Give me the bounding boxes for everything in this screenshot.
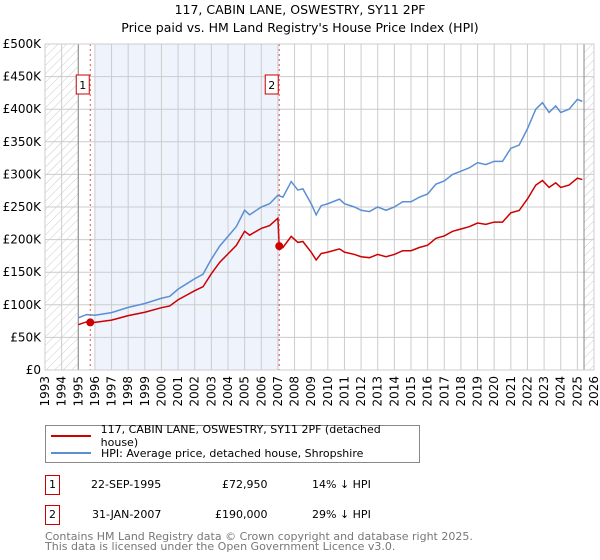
x-tick-label: 2000 — [154, 376, 168, 407]
sale-badge: 2 — [45, 505, 60, 525]
x-tick-label: 2004 — [221, 376, 235, 407]
sale-price: £190,000 — [215, 508, 268, 521]
x-tick-label: 2002 — [188, 376, 202, 407]
x-tick-label: 1993 — [38, 376, 52, 407]
legend-item-hpi: HPI: Average price, detached house, Shro… — [51, 445, 363, 461]
x-tick-label: 2003 — [204, 376, 218, 407]
x-tick-label: 2015 — [404, 376, 418, 407]
sale-row: 1 22-SEP-1995 £72,950 14% ↓ HPI — [45, 475, 445, 495]
x-tick-label: 1998 — [121, 376, 135, 407]
x-tick-label: 2018 — [454, 376, 468, 407]
legend-label: HPI: Average price, detached house, Shro… — [101, 446, 364, 460]
legend-item-property: 117, CABIN LANE, OSWESTRY, SY11 2PF (det… — [51, 423, 419, 449]
x-tick-label: 2011 — [337, 376, 351, 407]
y-tick-label: £450K — [3, 70, 43, 84]
x-tick-label: 2016 — [421, 376, 435, 407]
sale-label-box — [264, 74, 279, 95]
sale-label: 1 — [79, 79, 86, 92]
x-tick-label: 2021 — [504, 376, 518, 407]
sale-badge: 1 — [45, 475, 60, 495]
legend-label: 117, CABIN LANE, OSWESTRY, SY11 2PF (det… — [100, 423, 381, 449]
x-tick-label: 2007 — [271, 376, 285, 407]
sale-label-box — [75, 74, 90, 95]
x-tick-label: 2024 — [554, 376, 568, 407]
hpi-line — [77, 98, 583, 319]
x-tick-label: 2025 — [570, 376, 584, 407]
x-tick-label: 2019 — [471, 376, 485, 407]
chart-subtitle: Price paid vs. HM Land Registry's House … — [121, 20, 479, 35]
y-tick-label: £500K — [3, 37, 43, 51]
chart-title: 117, CABIN LANE, OSWESTRY, SY11 2PF — [174, 2, 426, 17]
x-tick-label: 2017 — [437, 376, 451, 407]
sale-point — [86, 318, 95, 327]
x-tick-label: 2006 — [254, 376, 268, 407]
x-tick-label: 2014 — [387, 376, 401, 407]
sale-date: 31-JAN-2007 — [92, 508, 162, 521]
sale-point — [275, 242, 284, 251]
plot-area: £0 £50K £100K £150K £200K £250K £300K £350K £400… — [3, 37, 600, 407]
plot-border — [44, 43, 595, 371]
sale-row: 2 31-JAN-2007 £190,000 29% ↓ HPI — [45, 505, 445, 525]
x-tick-label: 1995 — [71, 376, 85, 407]
x-tick-label: 2026 — [587, 376, 600, 407]
y-tick-label: £400K — [3, 102, 43, 116]
y-tick-label: £200K — [3, 233, 43, 247]
sale-date: 22-SEP-1995 — [91, 478, 162, 491]
x-tick-label: 1997 — [105, 376, 119, 407]
y-tick-label: £50K — [10, 330, 42, 344]
x-tick-label: 2009 — [304, 376, 318, 407]
y-tick-label: £350K — [3, 135, 43, 149]
x-tick-label: 2013 — [371, 376, 385, 407]
x-tick-label: 2022 — [520, 376, 534, 407]
y-tick-label: £0 — [26, 363, 41, 377]
sale-hpi-diff: 14% ↓ HPI — [312, 478, 371, 491]
footer-licence: This data is licensed under the Open Gov… — [45, 540, 396, 553]
x-tick-label: 2023 — [537, 376, 551, 407]
sale-hpi-diff: 29% ↓ HPI — [312, 508, 371, 521]
x-tick-label: 1999 — [138, 376, 152, 407]
x-tick-label: 2020 — [487, 376, 501, 407]
x-tick-label: 1994 — [55, 376, 69, 407]
x-tick-label: 2005 — [238, 376, 252, 407]
price-line — [78, 177, 583, 326]
x-tick-label: 2008 — [288, 376, 302, 407]
footer-copyright: Contains HM Land Registry data © Crown c… — [45, 530, 473, 543]
x-tick-label: 1996 — [88, 376, 102, 407]
sale-price: £72,950 — [222, 478, 268, 491]
x-tick-label: 2012 — [354, 376, 368, 407]
x-tick-label: 2010 — [321, 376, 335, 407]
legend: 117, CABIN LANE, OSWESTRY, SY11 2PF (det… — [45, 423, 420, 463]
y-tick-label: £100K — [3, 298, 43, 312]
x-tick-label: 2001 — [171, 376, 185, 407]
y-tick-label: £250K — [3, 200, 43, 214]
y-tick-label: £150K — [3, 265, 43, 279]
y-tick-label: £300K — [3, 167, 43, 181]
legend-swatch — [51, 452, 91, 454]
legend-swatch — [51, 435, 91, 437]
sale-label: 2 — [268, 79, 275, 92]
